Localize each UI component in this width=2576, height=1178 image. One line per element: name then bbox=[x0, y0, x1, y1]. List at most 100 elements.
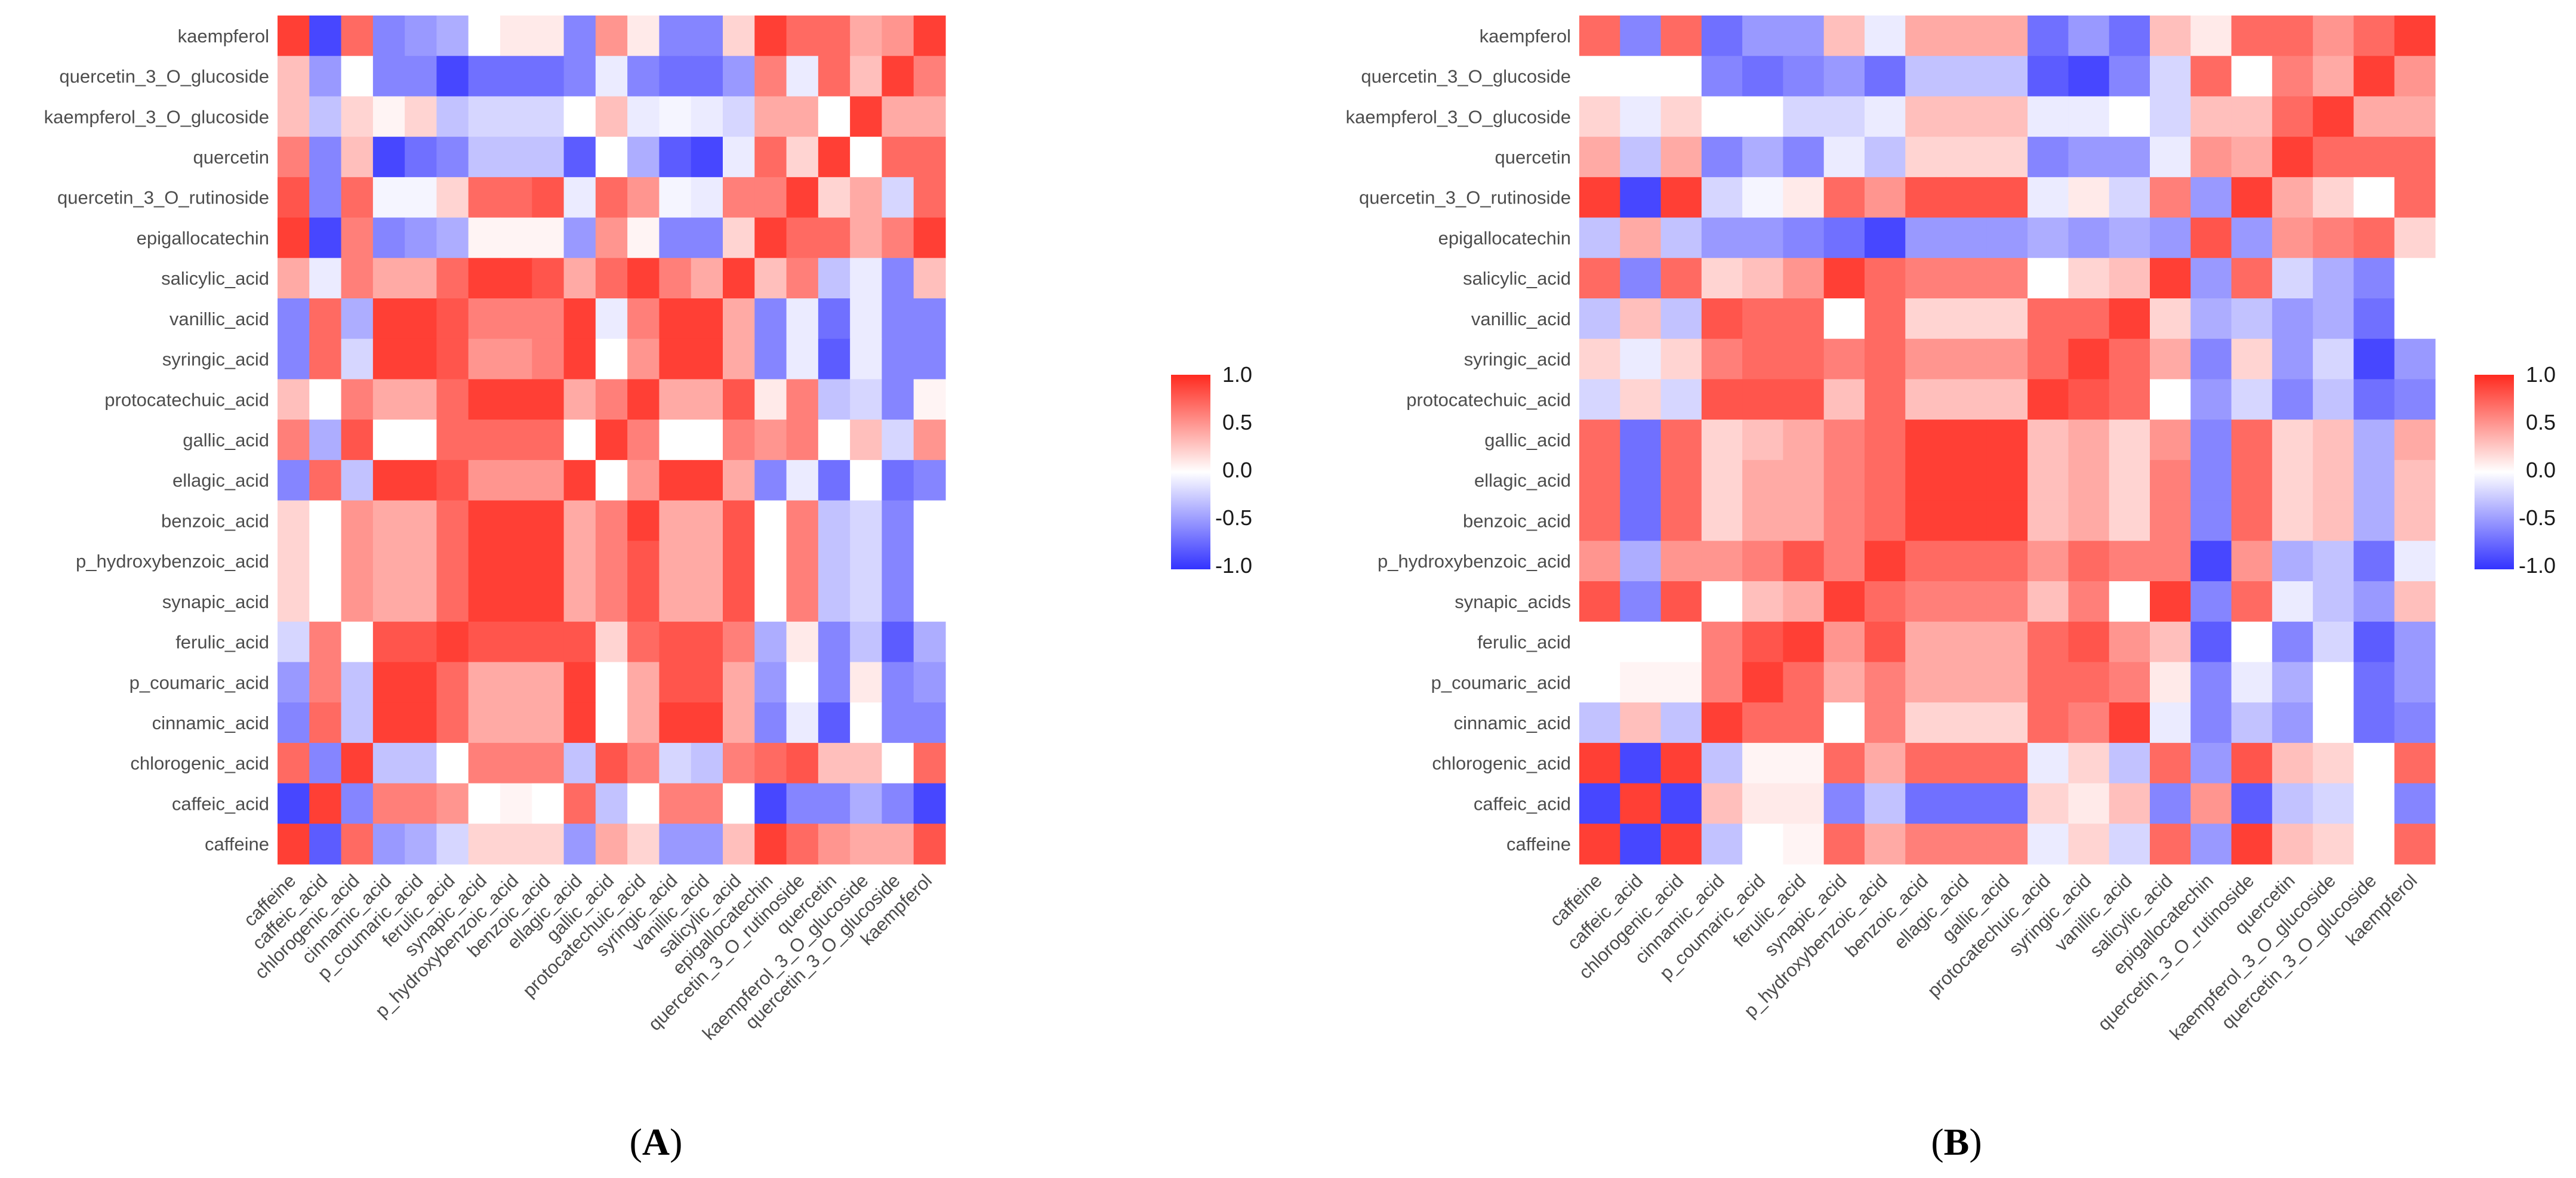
heatmap-cell bbox=[1701, 824, 1743, 865]
heatmap-cell bbox=[1823, 258, 1865, 299]
heatmap-cell bbox=[1660, 177, 1702, 218]
heatmap-cell bbox=[1579, 783, 1620, 824]
heatmap-cell bbox=[1946, 621, 1988, 663]
heatmap-cell bbox=[2027, 379, 2069, 420]
heatmap-cell bbox=[2109, 742, 2150, 784]
heatmap-cell bbox=[882, 16, 914, 57]
heatmap-cell bbox=[1701, 581, 1743, 622]
heatmap-cell bbox=[786, 96, 819, 137]
heatmap-cell bbox=[468, 258, 501, 299]
heatmap-cell bbox=[723, 177, 755, 218]
heatmap-cell bbox=[1865, 460, 1906, 501]
heatmap-cell bbox=[1905, 379, 1947, 420]
heatmap-cell bbox=[2231, 500, 2273, 541]
heatmap-cell bbox=[1783, 96, 1825, 137]
heatmap-cell bbox=[2231, 824, 2273, 865]
heatmap-cell bbox=[468, 581, 501, 622]
heatmap-cell bbox=[913, 177, 946, 218]
heatmap-cell bbox=[627, 500, 660, 541]
heatmap-cell bbox=[341, 137, 374, 178]
heatmap-cell bbox=[786, 541, 819, 582]
heatmap-cell bbox=[2027, 55, 2069, 97]
heatmap-cell bbox=[2231, 298, 2273, 340]
heatmap-cell bbox=[1620, 217, 1662, 258]
panel-label-b: (B) bbox=[1931, 1121, 1982, 1163]
heatmap-cell bbox=[1823, 541, 1865, 582]
heatmap-cell bbox=[2068, 702, 2110, 744]
heatmap-b-y-labels: kaempferol quercetin_3_O_glucosidekaempfe… bbox=[1346, 26, 1571, 855]
heatmap-cell bbox=[2231, 662, 2273, 703]
heatmap-cell bbox=[2190, 137, 2232, 178]
y-axis-label: caffeic_acid bbox=[172, 793, 269, 814]
heatmap-cell bbox=[595, 55, 628, 97]
heatmap-cell bbox=[1865, 662, 1906, 703]
heatmap-cell bbox=[1986, 338, 2028, 380]
heatmap-cell bbox=[532, 581, 565, 622]
heatmap-cell bbox=[1865, 420, 1906, 461]
heatmap-cell bbox=[754, 258, 787, 299]
heatmap-cell bbox=[2231, 541, 2273, 582]
heatmap-cell bbox=[1620, 55, 1662, 97]
heatmap-cell bbox=[1701, 298, 1743, 340]
heatmap-cell bbox=[850, 500, 883, 541]
heatmap-cell bbox=[500, 621, 532, 663]
heatmap-cell bbox=[405, 581, 437, 622]
heatmap-cell bbox=[372, 137, 405, 178]
heatmap-cell bbox=[1865, 702, 1906, 744]
heatmap-cell bbox=[468, 217, 501, 258]
heatmap-cell bbox=[627, 662, 660, 703]
heatmap-cell bbox=[754, 137, 787, 178]
heatmap-cell bbox=[913, 500, 946, 541]
heatmap-cell bbox=[2231, 217, 2273, 258]
heatmap-cell bbox=[1620, 258, 1662, 299]
heatmap-cell bbox=[1742, 379, 1784, 420]
heatmap-cell bbox=[2353, 783, 2395, 824]
heatmap-cell bbox=[2109, 338, 2150, 380]
heatmap-cell bbox=[341, 258, 374, 299]
heatmap-cell bbox=[882, 460, 914, 501]
heatmap-cell bbox=[436, 217, 469, 258]
heatmap-cell bbox=[754, 16, 787, 57]
heatmap-cell bbox=[532, 742, 565, 784]
heatmap-cell bbox=[405, 379, 437, 420]
heatmap-cell bbox=[723, 500, 755, 541]
heatmap-cell bbox=[723, 662, 755, 703]
heatmap-cell bbox=[595, 702, 628, 744]
heatmap-cell bbox=[723, 460, 755, 501]
heatmap-cell bbox=[2027, 137, 2069, 178]
heatmap-cell bbox=[786, 420, 819, 461]
heatmap-cell bbox=[2353, 96, 2395, 137]
heatmap-cell bbox=[723, 621, 755, 663]
heatmap-cell bbox=[1660, 379, 1702, 420]
heatmap-cell bbox=[754, 217, 787, 258]
heatmap-cell bbox=[2068, 137, 2110, 178]
heatmap-cell bbox=[882, 702, 914, 744]
heatmap-cell bbox=[1742, 460, 1784, 501]
heatmap-cell bbox=[278, 500, 310, 541]
legend-a-colorbar bbox=[1171, 375, 1210, 569]
heatmap-cell bbox=[2231, 55, 2273, 97]
heatmap-cell bbox=[1905, 824, 1947, 865]
heatmap-cell bbox=[882, 500, 914, 541]
heatmap-cell bbox=[818, 460, 851, 501]
heatmap-cell bbox=[1905, 662, 1947, 703]
heatmap-cell bbox=[2394, 541, 2436, 582]
heatmap-cell bbox=[786, 55, 819, 97]
heatmap-cell bbox=[882, 379, 914, 420]
heatmap-cell bbox=[1620, 96, 1662, 137]
heatmap-cell bbox=[723, 217, 755, 258]
heatmap-cell bbox=[659, 702, 692, 744]
heatmap-cell bbox=[2353, 379, 2395, 420]
heatmap-cell bbox=[436, 258, 469, 299]
heatmap-cell bbox=[2231, 742, 2273, 784]
heatmap-cell bbox=[2394, 742, 2436, 784]
heatmap-cell bbox=[1823, 581, 1865, 622]
heatmap-cell bbox=[500, 137, 532, 178]
heatmap-cell bbox=[2353, 581, 2395, 622]
heatmap-cell bbox=[532, 258, 565, 299]
heatmap-cell bbox=[405, 742, 437, 784]
heatmap-cell bbox=[341, 379, 374, 420]
heatmap-cell bbox=[2272, 662, 2313, 703]
heatmap-cell bbox=[1823, 824, 1865, 865]
heatmap-cell bbox=[500, 500, 532, 541]
